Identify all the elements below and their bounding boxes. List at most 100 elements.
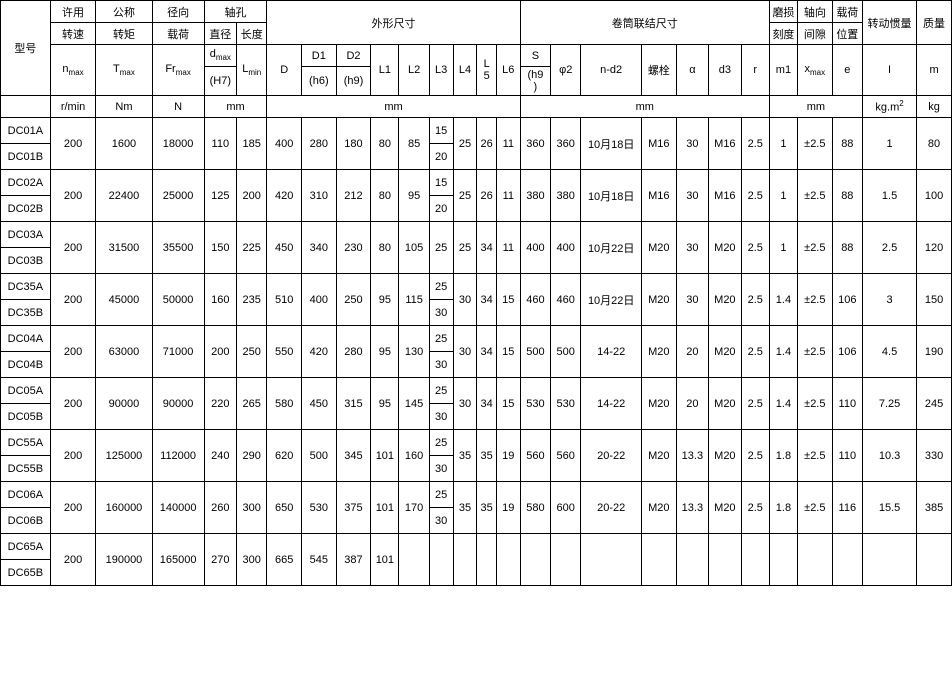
- data-cell: 25: [453, 222, 477, 274]
- model-cell: DC06B: [1, 508, 51, 534]
- data-cell: ±2.5: [798, 118, 833, 170]
- data-cell: 11: [496, 222, 520, 274]
- unit-nm: Nm: [96, 96, 152, 118]
- data-cell: ±2.5: [798, 274, 833, 326]
- hdr-axial: 轴向: [798, 1, 833, 23]
- data-cell: 460: [551, 274, 581, 326]
- data-cell: 34: [477, 326, 496, 378]
- data-cell: ±2.5: [798, 222, 833, 274]
- model-cell: DC04A: [1, 326, 51, 352]
- sym-D: D: [267, 45, 302, 96]
- data-cell: 400: [520, 222, 550, 274]
- sym-lmin: Lmin: [237, 45, 267, 96]
- data-cell: 25: [429, 378, 453, 404]
- data-cell: 35: [453, 482, 477, 534]
- data-cell: 15.5: [862, 482, 916, 534]
- sym-d3: d3: [709, 45, 741, 96]
- data-cell: 90000: [96, 378, 152, 430]
- data-cell: 140000: [152, 482, 204, 534]
- model-cell: DC05A: [1, 378, 51, 404]
- data-cell: 185: [237, 118, 267, 170]
- data-cell: 400: [267, 118, 302, 170]
- data-cell: 387: [336, 534, 371, 586]
- data-cell: 20-22: [581, 482, 642, 534]
- data-cell: 7.25: [862, 378, 916, 430]
- unit-mm1: mm: [204, 96, 267, 118]
- data-cell: M20: [642, 378, 677, 430]
- data-cell: 88: [832, 170, 862, 222]
- data-cell: 34: [477, 274, 496, 326]
- model-cell: DC65A: [1, 534, 51, 560]
- data-cell: 150: [204, 222, 236, 274]
- data-cell: 112000: [152, 430, 204, 482]
- data-cell: 10月18日: [581, 118, 642, 170]
- model-cell: DC03B: [1, 248, 51, 274]
- model-cell: DC55A: [1, 430, 51, 456]
- hdr-mass: 质量: [917, 1, 952, 45]
- data-cell: 200: [50, 482, 95, 534]
- data-cell: 560: [551, 430, 581, 482]
- sym-dmax: dmax: [204, 45, 236, 67]
- data-cell: 3: [862, 274, 916, 326]
- data-cell: 30: [429, 508, 453, 534]
- sym-D2: D2: [336, 45, 371, 67]
- data-cell: 180: [336, 118, 371, 170]
- data-cell: 400: [302, 274, 337, 326]
- data-cell: 30: [429, 404, 453, 430]
- hdr-wear: 磨损: [769, 1, 797, 23]
- data-cell: 250: [237, 326, 267, 378]
- data-cell: 450: [267, 222, 302, 274]
- data-cell: 1: [769, 170, 797, 222]
- data-cell: 26: [477, 118, 496, 170]
- model-cell: DC01B: [1, 144, 51, 170]
- data-cell: 10.3: [862, 430, 916, 482]
- data-cell: 200: [204, 326, 236, 378]
- hdr-nominal: 公称: [96, 1, 152, 23]
- hdr-drum-dim: 卷筒联结尺寸: [520, 1, 769, 45]
- data-cell: M16: [709, 118, 741, 170]
- data-cell: 2.5: [741, 430, 769, 482]
- data-cell: [741, 534, 769, 586]
- data-cell: 360: [520, 118, 550, 170]
- data-cell: 30: [676, 118, 708, 170]
- data-cell: 30: [429, 300, 453, 326]
- sym-nmax: nmax: [50, 45, 95, 96]
- data-cell: 530: [302, 482, 337, 534]
- data-cell: M20: [642, 482, 677, 534]
- data-cell: 63000: [96, 326, 152, 378]
- data-cell: 200: [50, 274, 95, 326]
- hdr-bore: 轴孔: [204, 1, 267, 23]
- hdr-pos: 位置: [832, 23, 862, 45]
- sym-tmax: Tmax: [96, 45, 152, 96]
- data-cell: M20: [709, 482, 741, 534]
- data-cell: 265: [237, 378, 267, 430]
- data-cell: 115: [399, 274, 429, 326]
- data-cell: 35500: [152, 222, 204, 274]
- data-cell: 101: [371, 534, 399, 586]
- data-cell: 15: [496, 326, 520, 378]
- data-cell: 26: [477, 170, 496, 222]
- data-cell: ±2.5: [798, 482, 833, 534]
- data-cell: 50000: [152, 274, 204, 326]
- hdr-model: 型号: [1, 1, 51, 96]
- sym-m1: m1: [769, 45, 797, 96]
- tol-h9: (h9): [336, 67, 371, 96]
- data-cell: 375: [336, 482, 371, 534]
- sym-phi2: φ2: [551, 45, 581, 96]
- data-cell: 1.8: [769, 430, 797, 482]
- data-cell: 25: [453, 118, 477, 170]
- data-cell: 650: [267, 482, 302, 534]
- data-cell: M16: [642, 118, 677, 170]
- data-cell: 530: [520, 378, 550, 430]
- data-cell: 300: [237, 534, 267, 586]
- hdr-len: 长度: [237, 23, 267, 45]
- data-cell: 130: [399, 326, 429, 378]
- data-cell: 125: [204, 170, 236, 222]
- data-cell: 110: [832, 430, 862, 482]
- data-cell: [520, 534, 550, 586]
- sym-L2: L2: [399, 45, 429, 96]
- model-cell: DC35A: [1, 274, 51, 300]
- data-cell: 25: [429, 482, 453, 508]
- data-cell: [477, 534, 496, 586]
- data-cell: [551, 534, 581, 586]
